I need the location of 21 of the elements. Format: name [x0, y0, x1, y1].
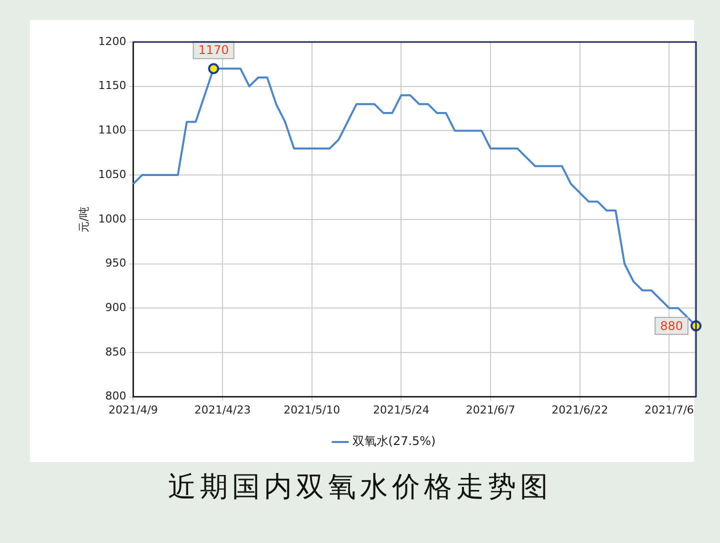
x-tick-label: 2021/4/9 — [108, 403, 158, 416]
y-tick-label: 800 — [105, 390, 126, 403]
y-tick-label: 850 — [105, 345, 126, 358]
y-tick-label: 950 — [105, 256, 126, 270]
y-tick-label: 1150 — [98, 79, 126, 92]
annotation: 1170 — [198, 43, 229, 58]
x-tick-label: 2021/6/22 — [552, 403, 608, 416]
y-tick-label: 1100 — [98, 124, 126, 137]
legend-label: 双氧水(27.5%) — [352, 434, 436, 448]
annotation: 880 — [660, 318, 683, 333]
y-axis-title: 元/吨 — [77, 206, 90, 232]
x-tick-label: 2021/5/10 — [284, 403, 340, 416]
x-tick-label: 2021/7/6 — [644, 403, 694, 416]
y-tick-label: 1200 — [98, 34, 126, 48]
y-tick-label: 1000 — [98, 212, 126, 226]
x-tick-label: 2021/6/7 — [466, 403, 516, 416]
x-tick-label: 2021/4/23 — [194, 403, 251, 416]
y-tick-label: 1050 — [98, 168, 126, 181]
text: 近期国内双氧水价格走势图 — [167, 469, 553, 505]
y-tick-label: 900 — [105, 300, 126, 314]
x-tick-label: 2021/5/24 — [372, 403, 430, 416]
